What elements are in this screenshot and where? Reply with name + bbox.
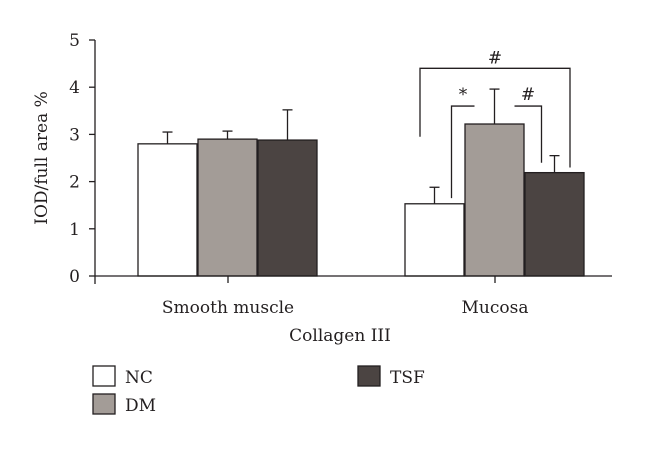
bar-dm bbox=[464, 123, 525, 277]
legend-swatch-nc bbox=[92, 365, 116, 387]
y-tick-label: 5 bbox=[69, 31, 80, 51]
legend-swatch-dm bbox=[92, 393, 116, 415]
category-label: Mucosa bbox=[462, 298, 529, 318]
bar-nc bbox=[137, 143, 198, 277]
significance-label: # bbox=[488, 48, 502, 68]
legend-label-dm: DM bbox=[125, 396, 156, 416]
y-tick-label: 2 bbox=[69, 173, 80, 193]
significance-bracket bbox=[419, 67, 571, 168]
y-axis-title: IOD/full area % bbox=[32, 91, 52, 225]
bar-dm bbox=[197, 138, 258, 277]
bar-tsf bbox=[524, 171, 585, 277]
bar-nc bbox=[404, 203, 465, 277]
significance-bracket bbox=[450, 105, 475, 199]
bar-tsf bbox=[257, 139, 318, 277]
y-tick-label: 4 bbox=[69, 78, 80, 98]
legend-swatch-tsf bbox=[357, 365, 381, 387]
y-tick-label: 1 bbox=[69, 220, 80, 240]
significance-bracket bbox=[514, 105, 543, 163]
y-tick-label: 0 bbox=[69, 267, 80, 287]
category-label: Smooth muscle bbox=[162, 298, 294, 318]
legend: NC DM TSF bbox=[92, 365, 425, 416]
x-axis-title: Collagen III bbox=[289, 326, 391, 346]
y-tick-label: 3 bbox=[69, 125, 80, 145]
significance-label: * bbox=[459, 85, 468, 105]
legend-label-nc: NC bbox=[125, 368, 153, 388]
significance-label: # bbox=[521, 85, 535, 105]
legend-label-tsf: TSF bbox=[390, 368, 425, 388]
